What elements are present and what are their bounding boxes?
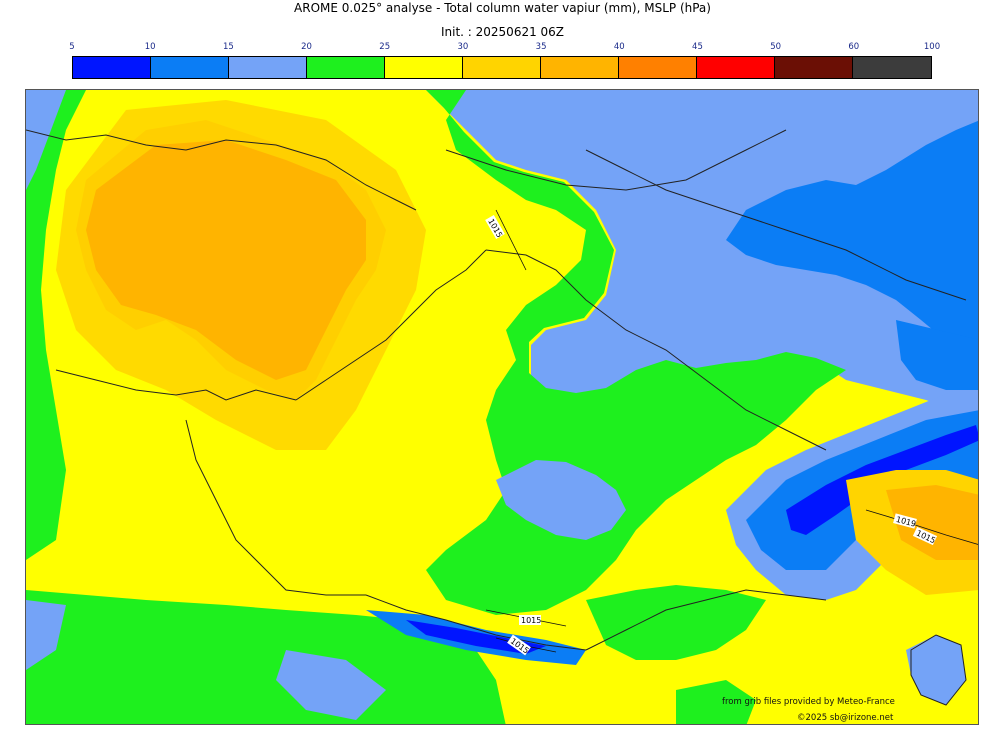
coastline-corsica [910, 634, 967, 706]
coastline-mediterranean [585, 589, 827, 651]
border-east [485, 249, 827, 451]
colorbar-tick-label: 5 [69, 42, 75, 52]
tcwv-field-20-25-southwest [26, 590, 506, 724]
colorbar-segment [619, 57, 697, 78]
water-vapour-map: 1015 1015 1015 1019 1015 [25, 89, 979, 725]
isobar-north [495, 209, 527, 271]
coastline-northwest [26, 129, 187, 151]
colorbar-tick-label: 50 [770, 42, 782, 52]
colorbar-tick-label: 20 [301, 42, 312, 52]
isobar-label-pyrenees: 1015 [521, 616, 541, 625]
tcwv-field-10-15-east-2 [896, 320, 978, 390]
tcwv-field-15-20-center [496, 460, 626, 540]
colorbar-segment [853, 57, 931, 78]
colorbar-tick-label: 25 [379, 42, 391, 52]
colorbar-segment [463, 57, 541, 78]
colorbar-tick-label: 60 [848, 42, 860, 52]
data-source-credit: from grib files provided by Meteo-France [722, 697, 895, 707]
border-spain [365, 594, 587, 651]
colorbar-tick-label: 35 [535, 42, 547, 52]
colorbar-segment [385, 57, 463, 78]
chart-title: AROME 0.025° analyse - Total column wate… [294, 1, 711, 15]
colorbar-segment [307, 57, 385, 78]
colorbar-tick-label: 100 [923, 42, 941, 52]
tcwv-field-15-20-southwest-2 [276, 650, 386, 720]
colorbar-tick-label: 45 [692, 42, 703, 52]
coastline-brittany [55, 369, 297, 401]
tcwv-field-15-20-northeast [426, 90, 978, 420]
tcwv-field-35-40-west-core [86, 140, 366, 380]
colorbar-segment [151, 57, 229, 78]
coastline-uk [185, 139, 417, 211]
isobar-alps [865, 509, 978, 545]
colorbar-legend [72, 56, 932, 79]
colorbar-segment [697, 57, 775, 78]
colorbar-tick-label: 40 [613, 42, 625, 52]
colorbar-segment [775, 57, 853, 78]
border-germany [585, 149, 967, 301]
colorbar-ticks: 5 10 15 20 25 30 35 40 45 50 60 100 [0, 40, 1005, 54]
colorbar-tick-label: 10 [144, 42, 156, 52]
tcwv-field-20-25-south-sea [676, 680, 756, 724]
colorbar-tick-label: 30 [457, 42, 469, 52]
tcwv-field-20-25-southeast [586, 585, 766, 660]
coastline-channel [295, 249, 487, 401]
colorbar-segment [229, 57, 307, 78]
colorbar-segment [73, 57, 151, 78]
coastline-atlantic [185, 419, 366, 596]
tcwv-field-10-15-east [726, 120, 978, 359]
colorbar-segment [541, 57, 619, 78]
colorbar-tick-label: 15 [222, 42, 234, 52]
copyright-credit: ©2025 sb@irizone.net [797, 713, 894, 723]
tcwv-field-35-40-southeast [886, 485, 978, 560]
tcwv-field-15-20-southwest [26, 600, 66, 670]
coastline-north [445, 129, 787, 191]
tcwv-field-15-20-corsica [906, 635, 966, 705]
init-time: Init. : 20250621 06Z [440, 25, 565, 39]
tcwv-field-15-20-west-edge [26, 90, 66, 190]
tcwv-field-20-25-west-edge [26, 90, 86, 560]
